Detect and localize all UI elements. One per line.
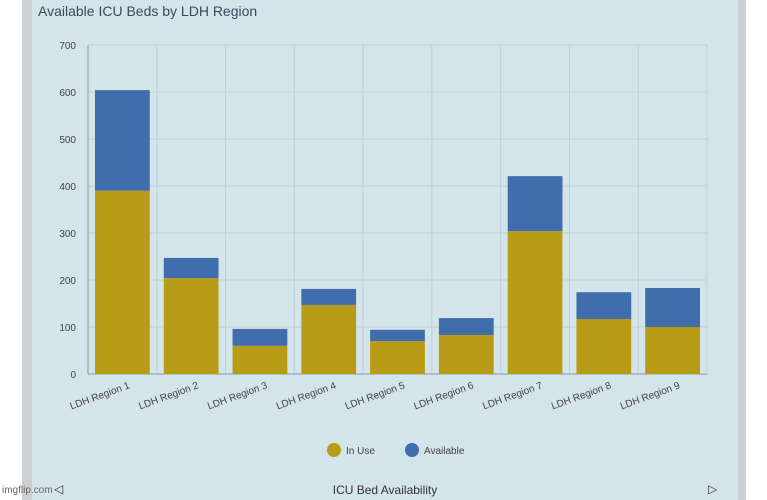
bar-available bbox=[232, 328, 288, 346]
legend-label[interactable]: In Use bbox=[346, 446, 375, 457]
bar-available bbox=[370, 329, 425, 342]
x-tick-label: LDH Region 3 bbox=[206, 380, 269, 412]
y-tick-label: 0 bbox=[70, 370, 76, 381]
bar-available bbox=[507, 176, 563, 232]
x-tick-label: LDH Region 4 bbox=[275, 380, 338, 412]
x-tick-label: LDH Region 7 bbox=[481, 380, 544, 412]
bar-available bbox=[438, 318, 494, 335]
y-tick-label: 700 bbox=[59, 41, 76, 52]
triangle-right-icon[interactable]: ▷ bbox=[708, 482, 718, 496]
x-tick-label: LDH Region 5 bbox=[344, 380, 407, 412]
chart-title: Available ICU Beds by LDH Region bbox=[38, 3, 258, 19]
legend-swatch[interactable] bbox=[327, 443, 341, 457]
x-tick-label: LDH Region 2 bbox=[137, 380, 200, 412]
watermark: imgflip.com bbox=[2, 485, 53, 496]
y-tick-label: 200 bbox=[59, 276, 76, 287]
footer-label: ICU Bed Availability bbox=[332, 483, 438, 497]
y-tick-label: 100 bbox=[59, 323, 76, 334]
bar-in-use bbox=[163, 278, 219, 374]
bar-in-use bbox=[95, 190, 150, 374]
y-tick-label: 500 bbox=[59, 135, 76, 146]
bar-in-use bbox=[301, 304, 357, 374]
y-tick-label: 400 bbox=[59, 182, 76, 193]
bar-in-use bbox=[576, 319, 632, 374]
y-tick-label: 600 bbox=[59, 88, 76, 99]
bar-in-use bbox=[438, 334, 494, 374]
bar-in-use bbox=[370, 341, 425, 374]
bar-available bbox=[301, 288, 357, 305]
x-tick-label: LDH Region 8 bbox=[550, 380, 613, 412]
legend-label[interactable]: Available bbox=[424, 446, 465, 457]
legend-swatch[interactable] bbox=[405, 443, 419, 457]
bar-available bbox=[576, 292, 632, 320]
bar-in-use bbox=[645, 327, 700, 374]
triangle-left-icon[interactable]: ◁ bbox=[54, 482, 64, 496]
bar-available bbox=[645, 287, 700, 327]
x-tick-label: LDH Region 6 bbox=[413, 380, 476, 412]
bar-in-use bbox=[232, 345, 288, 374]
x-tick-label: LDH Region 1 bbox=[69, 380, 132, 412]
bar-available bbox=[163, 257, 219, 279]
footer-bar: ◁ ICU Bed Availability ▷ bbox=[32, 478, 738, 500]
bar-available bbox=[95, 90, 150, 191]
y-tick-label: 300 bbox=[59, 229, 76, 240]
bar-in-use bbox=[507, 231, 563, 374]
x-tick-label: LDH Region 9 bbox=[619, 380, 682, 412]
